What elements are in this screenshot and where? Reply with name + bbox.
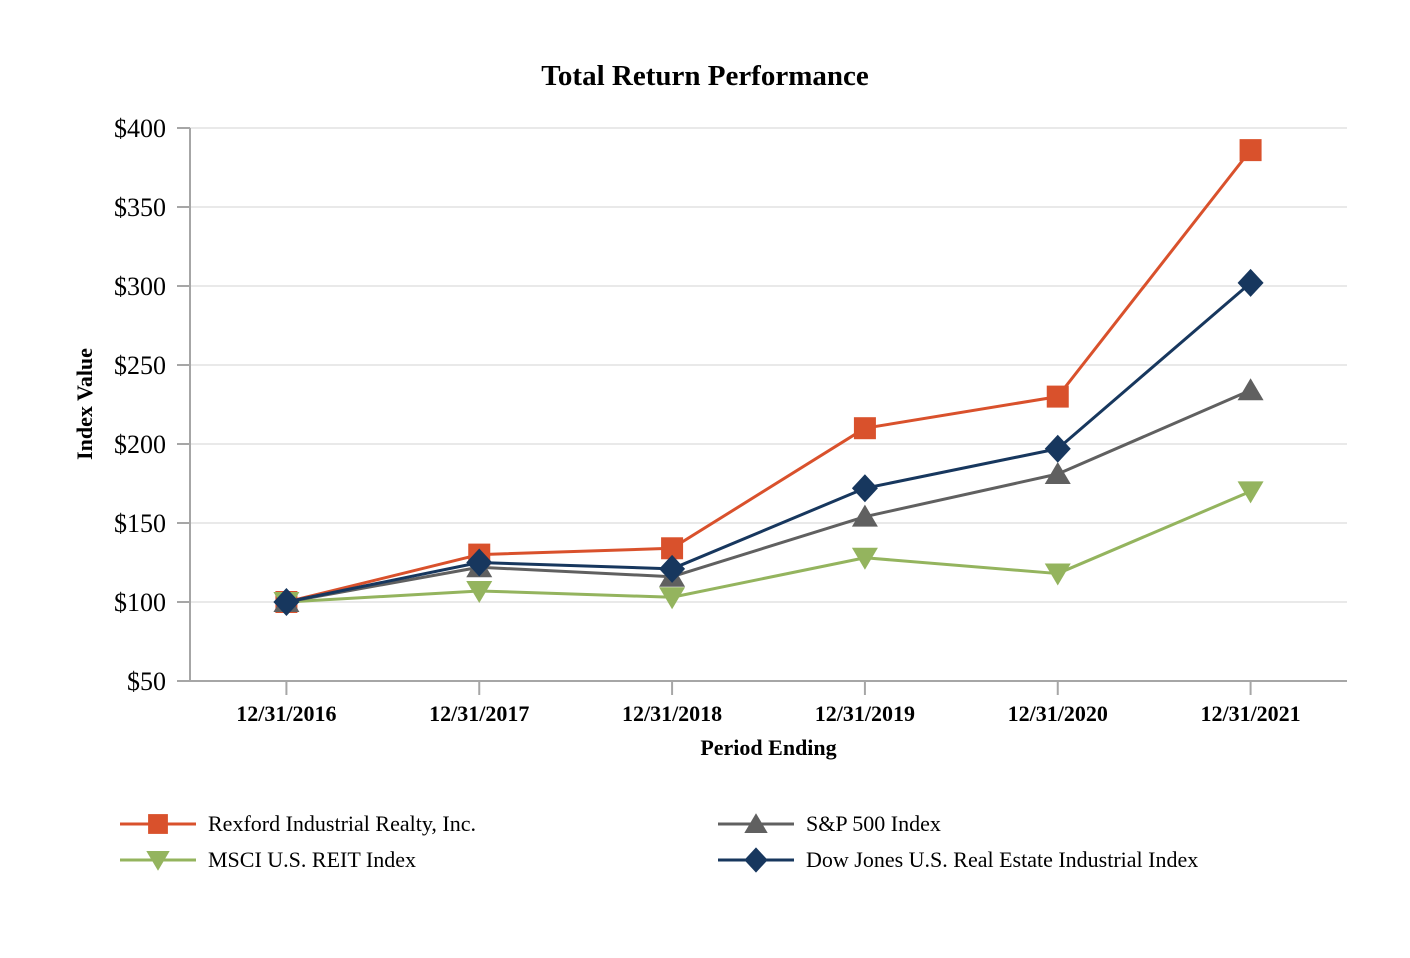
legend-label: S&P 500 Index bbox=[806, 811, 941, 836]
legend-label: MSCI U.S. REIT Index bbox=[208, 847, 416, 872]
triangle-down-marker bbox=[1044, 563, 1071, 586]
diamond-marker bbox=[851, 474, 878, 503]
y-tick-label: $350 bbox=[114, 193, 166, 222]
legend-label: Rexford Industrial Realty, Inc. bbox=[208, 811, 476, 836]
triangle-down-marker bbox=[466, 580, 493, 603]
y-tick-label: $250 bbox=[114, 351, 166, 380]
triangle-down-marker bbox=[851, 547, 878, 570]
triangle-up-marker bbox=[744, 813, 768, 833]
x-tick-label: 12/31/2016 bbox=[236, 701, 336, 726]
x-tick-label: 12/31/2021 bbox=[1200, 701, 1300, 726]
diamond-marker bbox=[659, 554, 686, 583]
y-tick-label: $100 bbox=[114, 588, 166, 617]
legend-label: Dow Jones U.S. Real Estate Industrial In… bbox=[806, 847, 1199, 872]
diamond-marker bbox=[1044, 434, 1071, 463]
x-tick-label: 12/31/2019 bbox=[815, 701, 915, 726]
y-tick-label: $400 bbox=[114, 114, 166, 143]
series-line bbox=[286, 281, 1252, 604]
series-line bbox=[286, 149, 1252, 604]
y-tick-label: $200 bbox=[114, 430, 166, 459]
triangle-down-legend-icon bbox=[120, 851, 196, 871]
square-marker bbox=[661, 537, 684, 560]
y-tick-label: $50 bbox=[127, 667, 166, 696]
triangle-up-legend-icon bbox=[718, 813, 794, 833]
diamond-marker bbox=[744, 847, 768, 873]
triangle-up-marker bbox=[1044, 462, 1071, 485]
square-marker bbox=[1046, 385, 1069, 408]
square-marker bbox=[853, 417, 876, 440]
square-marker bbox=[1239, 139, 1262, 162]
series-line bbox=[286, 490, 1252, 604]
y-tick-label: $300 bbox=[114, 272, 166, 301]
x-axis-title: Period Ending bbox=[700, 735, 837, 760]
legend-item: MSCI U.S. REIT Index bbox=[120, 844, 718, 876]
triangle-down-marker bbox=[1237, 481, 1264, 504]
triangle-up-marker bbox=[1237, 378, 1264, 401]
legend-item: Rexford Industrial Realty, Inc. bbox=[120, 808, 718, 840]
triangle-down-marker bbox=[659, 587, 686, 610]
diamond-legend-icon bbox=[718, 847, 794, 873]
chart-title: Total Return Performance bbox=[541, 60, 869, 92]
triangle-up-marker bbox=[851, 504, 878, 527]
series-line bbox=[286, 388, 1252, 604]
plot-area: $50 $100 $150 $200 $250 $300 $350 $400 12/31/201… bbox=[114, 114, 1347, 726]
legend-item: Dow Jones U.S. Real Estate Industrial In… bbox=[718, 844, 1198, 876]
legend: Rexford Industrial Realty, Inc. S&P 500 I… bbox=[120, 806, 1198, 878]
triangle-down-marker bbox=[146, 851, 170, 871]
x-tick-label: 12/31/2018 bbox=[622, 701, 722, 726]
diamond-marker bbox=[1237, 268, 1264, 297]
legend-item: S&P 500 Index bbox=[718, 808, 1198, 840]
square-legend-icon bbox=[120, 814, 196, 834]
square-marker bbox=[148, 814, 168, 834]
diamond-marker bbox=[273, 588, 300, 616]
x-tick-label: 12/31/2017 bbox=[429, 701, 529, 726]
x-tick-label: 12/31/2020 bbox=[1008, 701, 1108, 726]
y-tick-label: $150 bbox=[114, 509, 166, 538]
diamond-marker bbox=[466, 548, 493, 577]
